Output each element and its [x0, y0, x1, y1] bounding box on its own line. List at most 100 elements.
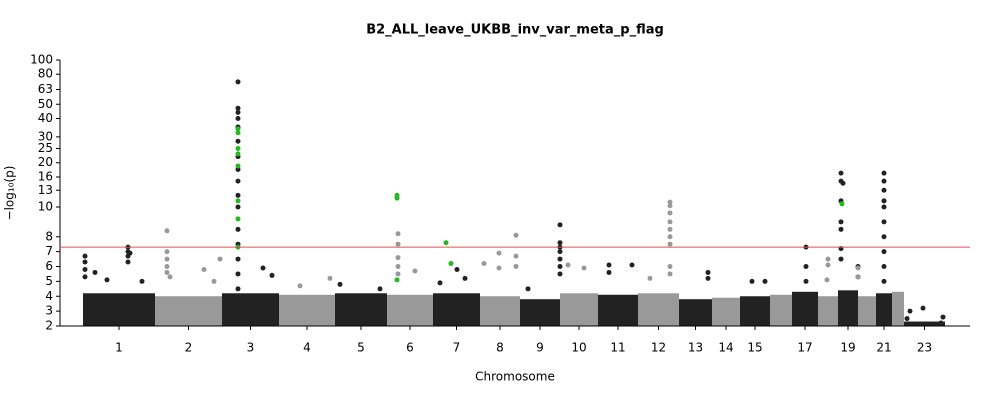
snp-point [824, 277, 830, 283]
snp-point [881, 219, 887, 225]
x-tick-label: 2 [185, 341, 193, 355]
snp-point [513, 253, 519, 259]
snp-point [235, 109, 241, 115]
snp-point [82, 253, 88, 259]
snp-point [557, 240, 563, 246]
chromosome-band [598, 294, 638, 326]
snp-point [269, 272, 275, 278]
snp-point [127, 250, 133, 256]
snp-point [838, 256, 844, 262]
snp-point [337, 281, 343, 287]
snp-point [235, 126, 241, 132]
x-tick-label: 21 [876, 341, 891, 355]
snp-point [164, 264, 170, 269]
snp-point [235, 204, 241, 210]
y-tick-label: 7 [45, 244, 53, 258]
snp-point [881, 249, 887, 255]
x-tick-label: 14 [718, 341, 733, 355]
snp-point [881, 278, 887, 284]
x-tick-label: 23 [917, 341, 932, 355]
snp-point [235, 151, 241, 157]
snp-point [462, 275, 468, 281]
snp-point [412, 268, 418, 274]
snp-point [235, 192, 241, 198]
x-tick-label: 3 [247, 341, 255, 355]
snp-point [164, 256, 170, 262]
chromosome-band [904, 321, 945, 326]
x-tick-label: 12 [651, 341, 666, 355]
snp-point [667, 271, 673, 277]
x-tick-label: 10 [571, 341, 586, 355]
x-tick-label: 7 [453, 341, 461, 355]
snp-point [125, 259, 131, 265]
x-tick-label: 6 [406, 341, 414, 355]
snp-point [496, 265, 502, 271]
snp-point [839, 201, 845, 207]
snp-point [260, 265, 266, 271]
snp-point [629, 262, 635, 268]
snp-point [235, 130, 241, 136]
chromosome-band [770, 294, 792, 326]
chromosome-band [335, 293, 387, 326]
snp-point [235, 226, 241, 232]
y-tick-label: 40 [38, 111, 53, 125]
snp-point [235, 146, 241, 152]
snp-point [201, 266, 207, 272]
chromosome-band [876, 293, 892, 326]
snp-point [327, 275, 333, 281]
snp-point [395, 241, 401, 247]
plot-area [82, 79, 946, 326]
snp-point [920, 305, 926, 311]
snp-point [606, 262, 612, 268]
chromosome-band [740, 296, 770, 326]
snp-point [395, 231, 401, 237]
snp-point [838, 219, 844, 225]
y-axis-label: −log₁₀(p) [3, 166, 17, 221]
snp-point [881, 170, 887, 176]
snp-point [881, 234, 887, 240]
snp-point [448, 261, 454, 267]
snp-point [705, 275, 711, 281]
snp-point [565, 262, 571, 268]
x-tick-label: 15 [747, 341, 762, 355]
x-tick-label: 17 [797, 341, 812, 355]
y-tick-label: 50 [38, 97, 53, 111]
y-tick-label: 10 [38, 200, 53, 214]
chromosome-band [155, 296, 222, 326]
x-tick-label: 4 [303, 341, 311, 355]
snp-point [838, 170, 844, 176]
snp-point [647, 275, 653, 281]
snp-point [940, 314, 946, 320]
snp-point [443, 240, 449, 246]
snp-point [667, 203, 673, 209]
snp-point [881, 204, 887, 210]
snp-point [557, 256, 563, 262]
y-tick-label: 5 [45, 274, 53, 288]
snp-point [235, 166, 241, 172]
snp-point [881, 178, 887, 184]
snp-point [606, 269, 612, 275]
snp-point [803, 264, 809, 269]
y-tick-label: 16 [38, 169, 53, 183]
snp-point [395, 264, 401, 269]
snp-point [557, 271, 563, 277]
snp-point [667, 234, 673, 240]
snp-point [907, 308, 913, 314]
snp-point [394, 195, 400, 201]
x-axis-label: Chromosome [475, 370, 555, 384]
snp-point [557, 264, 563, 269]
chromosome-band [560, 293, 598, 326]
snp-point [235, 286, 241, 292]
snp-point [394, 277, 400, 283]
chromosome-band [858, 296, 876, 326]
x-tick-label: 11 [610, 341, 625, 355]
y-tick-label: 4 [45, 289, 53, 303]
snp-point [667, 226, 673, 232]
snp-point [904, 316, 910, 322]
snp-point [297, 283, 303, 289]
snp-point [377, 286, 383, 292]
snp-point [164, 269, 170, 275]
snp-point [164, 249, 170, 255]
snp-point [82, 259, 88, 265]
